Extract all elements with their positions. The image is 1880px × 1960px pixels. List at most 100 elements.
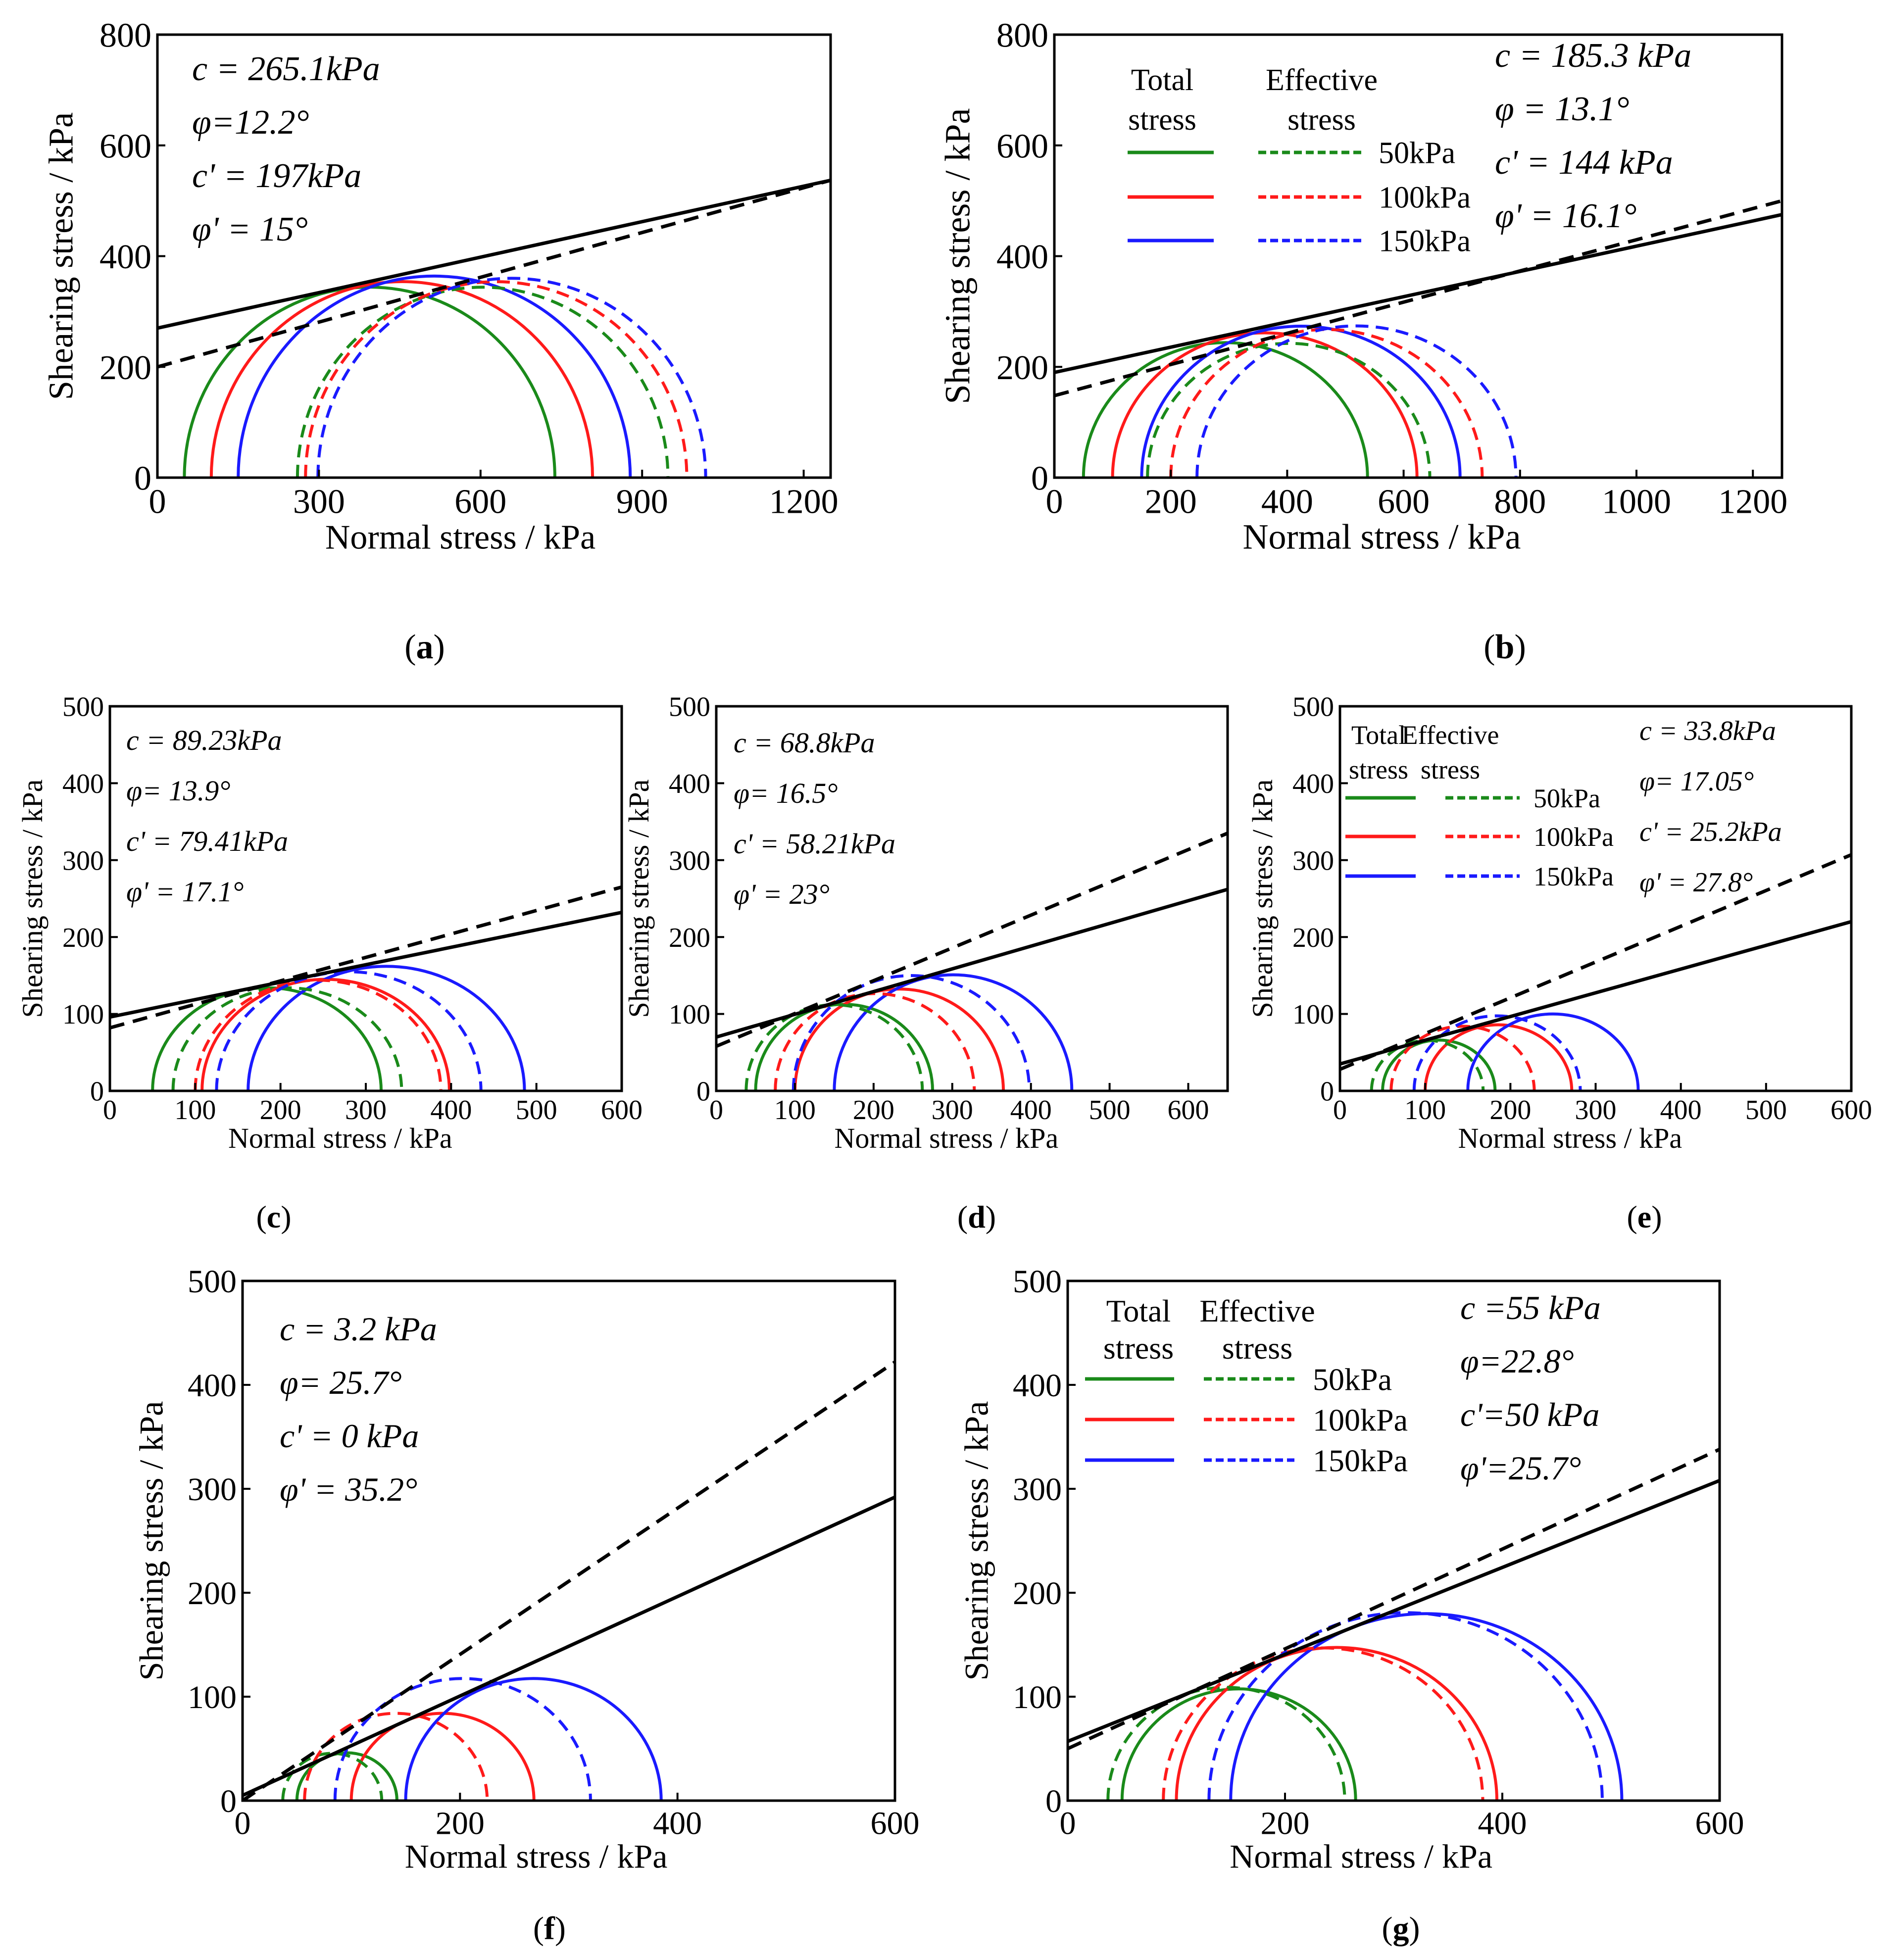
x-tick-label: 400 (1261, 483, 1313, 521)
x-tick-label: 200 (436, 1805, 485, 1841)
param-2: c' = 79.41kPa (126, 825, 288, 857)
param-0: c = 3.2 kPa (280, 1310, 437, 1348)
mohr-circle-effective-150 (792, 974, 1031, 1091)
panel-caption: (f) (533, 1911, 566, 1947)
param-0: c = 68.8kPa (734, 727, 875, 759)
param-2: c' = 25.2kPa (1639, 817, 1782, 847)
legend-label-50: 50kPa (1379, 137, 1455, 170)
y-axis-label: Shearing stress / kPa (957, 1401, 995, 1681)
mohr-circle-total-150 (1229, 1612, 1624, 1801)
x-axis-label: Normal stress / kPa (228, 1122, 452, 1154)
mohr-circle-total-50 (295, 1751, 398, 1801)
mohr-circle-total-150 (1140, 325, 1462, 478)
legend: Total stress Effective stress 50kPa 100kPa 150… (1345, 720, 1614, 891)
legend-total-title: Total (1106, 1293, 1171, 1328)
y-tick-label: 500 (669, 692, 710, 723)
x-axis-label: Normal stress / kPa (405, 1837, 668, 1875)
legend-effective-subtitle: stress (1287, 103, 1356, 137)
legend-effective-title: Effective (1402, 720, 1499, 750)
mohr-circle-effective-100 (774, 992, 976, 1091)
param-0: c = 33.8kPa (1639, 716, 1776, 746)
y-tick-label: 0 (1031, 460, 1048, 498)
y-tick-label: 300 (62, 845, 104, 876)
y-tick-label: 600 (996, 127, 1048, 165)
y-tick-label: 600 (99, 127, 151, 165)
mohr-circle-effective-150 (215, 970, 483, 1091)
panel-caption: (e) (1627, 1199, 1662, 1234)
envelope-effective (1340, 853, 1851, 1071)
plot-frame (1338, 705, 1853, 1092)
y-tick-label: 200 (62, 923, 104, 953)
x-tick-label: 0 (1333, 1095, 1347, 1126)
y-tick-label: 200 (669, 923, 710, 953)
param-0: c = 185.3 kPa (1495, 37, 1691, 75)
mohr-circle-total-150 (247, 965, 526, 1091)
x-tick-label: 500 (1089, 1095, 1131, 1126)
y-tick-label: 100 (1292, 999, 1334, 1030)
y-tick-label: 400 (188, 1368, 237, 1404)
chart-a: 0 300 600 900 1200 0 200 400 600 800 Normal stress… (43, 17, 839, 667)
param-1: φ= 13.9° (126, 775, 230, 807)
plot-area (716, 832, 1228, 1091)
y-tick-label: 0 (220, 1783, 237, 1819)
envelope-effective (157, 178, 831, 369)
plot-frame (241, 1279, 896, 1802)
chart-c: 0 100 200 300 400 500 600 0 100 200 300 400 500 Norma… (16, 692, 643, 1234)
x-tick-label: 400 (1660, 1095, 1702, 1126)
x-tick-label: 400 (1010, 1095, 1052, 1126)
legend-label-50: 50kPa (1534, 784, 1600, 813)
legend-label-150: 150kPa (1313, 1443, 1408, 1478)
panel-caption: (b) (1484, 628, 1526, 666)
legend-label-50: 50kPa (1313, 1362, 1392, 1397)
x-tick-label: 500 (516, 1095, 557, 1126)
y-tick-label: 0 (134, 460, 151, 498)
mohr-circle-effective-50 (281, 1752, 384, 1801)
x-tick-label: 1000 (1602, 483, 1671, 521)
mohr-circle-effective-50 (1106, 1686, 1346, 1801)
y-axis-label: Shearing stress / kPa (1246, 780, 1279, 1018)
envelope-effective (1068, 1448, 1720, 1751)
envelope-effective (243, 1360, 895, 1801)
chart-d: 0 100 200 300 400 500 600 0 100 200 300 400 500 Norma… (623, 692, 1229, 1234)
param-1: φ=22.8° (1460, 1342, 1574, 1380)
legend-label-150: 150kPa (1534, 862, 1614, 891)
param-3: φ' = 16.1° (1495, 197, 1636, 235)
chart-b: 0 200 400 600 800 1000 12000200400600800Normal… (938, 17, 1788, 667)
x-tick-label: 200 (1145, 483, 1197, 521)
mohr-circle-total-150 (833, 973, 1074, 1091)
plot-area (1340, 853, 1851, 1091)
y-tick-label: 400 (62, 769, 104, 799)
y-axis-label: Shearing stress / kPa (938, 108, 978, 404)
legend-total-title: Total (1351, 720, 1406, 750)
legend-effective-subtitle: stress (1421, 755, 1480, 784)
y-tick-label: 100 (62, 999, 104, 1030)
y-tick-label: 0 (90, 1077, 104, 1107)
param-2: c' = 197kPa (192, 157, 361, 195)
y-tick-label: 200 (1292, 923, 1334, 953)
y-tick-label: 300 (669, 845, 710, 876)
envelope-total (1340, 920, 1851, 1066)
chart-g: 0 200 400 600 0 100 200 300 400 500 Normal stress … (957, 1264, 1744, 1947)
y-tick-label: 800 (996, 17, 1048, 55)
x-tick-label: 900 (616, 483, 668, 521)
x-tick-label: 600 (454, 483, 506, 521)
x-tick-label: 0 (235, 1805, 251, 1841)
legend-label-100: 100kPa (1534, 822, 1614, 852)
y-tick-label: 200 (99, 349, 151, 387)
mohr-circle-total-100 (1424, 1024, 1574, 1091)
param-0: c =55 kPa (1460, 1289, 1601, 1326)
mohr-circle-effective-150 (1412, 1014, 1582, 1091)
param-0: c = 265.1kPa (192, 50, 380, 88)
x-tick-label: 0 (709, 1095, 723, 1126)
panel-caption: (d) (957, 1199, 996, 1234)
legend-label-150: 150kPa (1379, 225, 1471, 258)
plot-area (1068, 1448, 1720, 1801)
envelope-total (243, 1495, 895, 1797)
panel-caption: (g) (1382, 1911, 1420, 1947)
panel-caption: (a) (404, 628, 445, 666)
x-tick-label: 600 (871, 1805, 920, 1841)
param-3: φ' = 35.2° (280, 1470, 417, 1508)
mohr-circle-total-150 (238, 276, 630, 478)
y-tick-label: 200 (188, 1575, 237, 1612)
mohr-circle-effective-100 (303, 1712, 489, 1801)
